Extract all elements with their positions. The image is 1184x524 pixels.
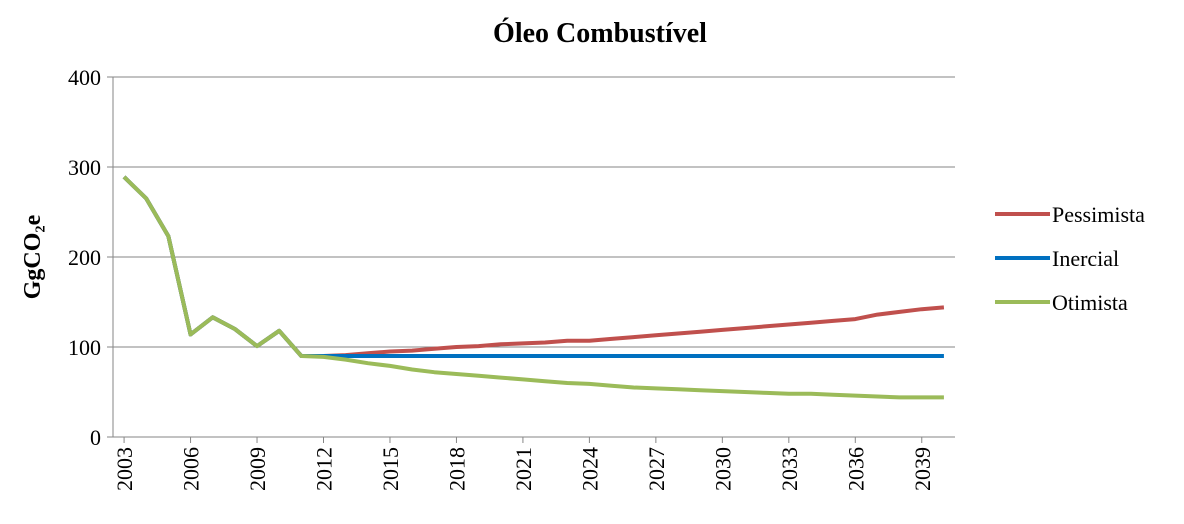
y-tick-label: 400 [68, 65, 101, 90]
legend-label: Inercial [1052, 246, 1119, 271]
legend-label: Pessimista [1052, 202, 1145, 227]
series-line [122, 175, 944, 358]
y-tick-label: 100 [68, 335, 101, 360]
chart-title: Óleo Combustível [493, 18, 707, 49]
x-tick-label: 2036 [843, 447, 868, 491]
x-tick-label: 2039 [910, 447, 935, 491]
y-tick-label: 300 [68, 155, 101, 180]
y-tick-label: 200 [68, 245, 101, 270]
x-tick-label: 2027 [644, 447, 669, 491]
legend-label: Otimista [1052, 290, 1128, 315]
series-line [122, 175, 945, 358]
x-tick-label: 2012 [312, 447, 337, 491]
x-tick-label: 2018 [444, 447, 469, 491]
x-tick-label: 2015 [378, 447, 403, 491]
x-tick-label: 2006 [179, 447, 204, 491]
x-tick-label: 2009 [245, 447, 270, 491]
x-tick-label: 2024 [577, 447, 602, 491]
x-tick-label: 2021 [511, 447, 536, 491]
x-tick-label: 2030 [710, 447, 735, 491]
x-tick-label: 2033 [777, 447, 802, 491]
series-line [122, 175, 944, 400]
y-tick-label: 0 [90, 425, 101, 450]
x-tick-label: 2003 [112, 447, 137, 491]
y-axis-label: GgCO₂e [20, 214, 46, 299]
